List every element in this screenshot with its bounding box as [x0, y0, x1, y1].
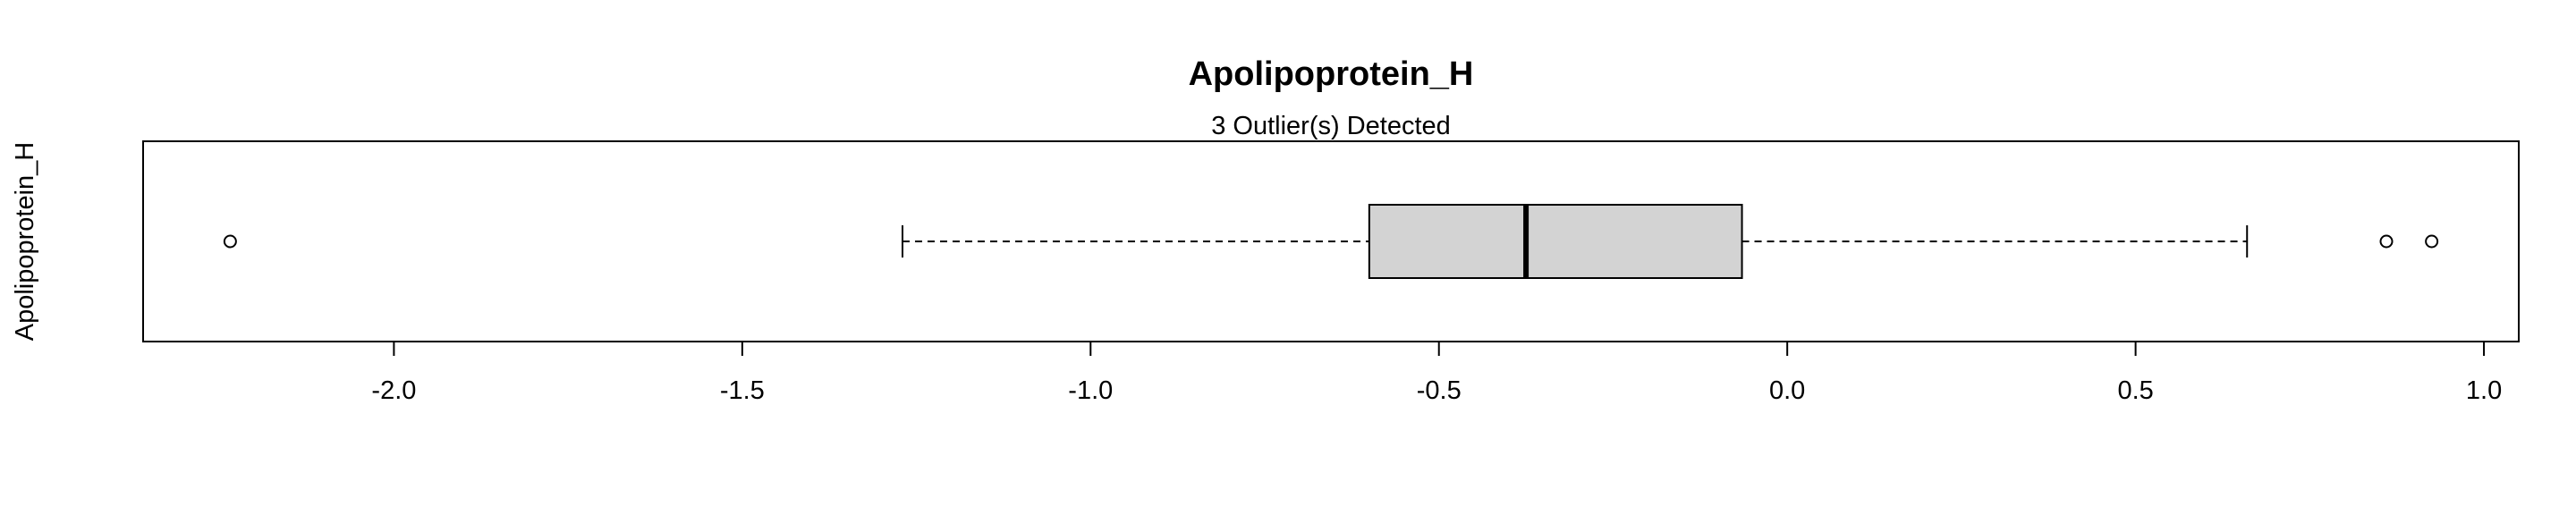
chart-subtitle: 3 Outlier(s) Detected	[1211, 112, 1451, 140]
x-tick-label: -0.5	[1417, 376, 1462, 405]
x-tick-label: -2.0	[371, 376, 416, 405]
x-axis: -2.0 -1.5 -1.0 -0.5 0.0 0.5 1.0	[371, 341, 2502, 405]
x-tick-label: 0.5	[2117, 376, 2153, 405]
x-tick-label: -1.5	[720, 376, 765, 405]
y-axis-label: Apolipoprotein_H	[11, 142, 39, 341]
iqr-box	[1368, 204, 1743, 279]
plot-marks	[223, 204, 2439, 279]
outlier-point	[223, 234, 237, 249]
x-tick-label: 0.0	[1769, 376, 1805, 405]
x-tick-label: 1.0	[2466, 376, 2502, 405]
chart-title: Apolipoprotein_H	[1189, 55, 1474, 93]
x-tick-label: -1.0	[1068, 376, 1113, 405]
outlier-point	[2425, 234, 2439, 249]
outlier-point	[2379, 234, 2394, 249]
